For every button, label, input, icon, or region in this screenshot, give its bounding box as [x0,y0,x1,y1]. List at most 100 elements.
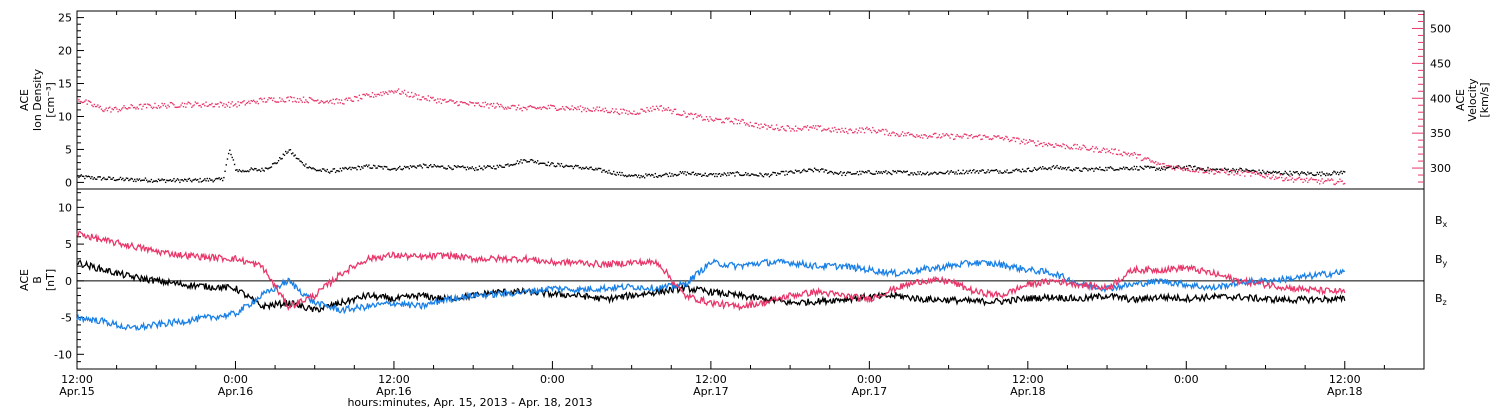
data-point [794,169,797,171]
data-point [342,102,344,105]
data-point [302,164,305,166]
data-point [1138,169,1140,171]
data-point [954,173,956,175]
data-point [755,174,758,176]
data-point [740,120,742,123]
data-point [1303,171,1305,174]
data-point [869,172,872,174]
data-point [358,94,361,97]
top-panel-frame [76,10,1425,190]
data-point [825,129,828,131]
data-point [689,173,691,175]
data-point [571,165,573,168]
data-point [1208,170,1210,172]
data-point [929,173,931,175]
data-point [611,108,614,110]
data-point [956,133,958,136]
data-point [645,173,647,175]
data-point [1074,143,1076,146]
data-point [365,164,368,166]
data-point [445,168,447,170]
data-point [527,161,529,163]
data-point [1112,168,1114,170]
data-point [982,169,985,172]
data-point [591,110,594,112]
data-point [828,171,830,174]
data-point [218,106,220,108]
data-point [363,93,365,96]
data-point [219,178,222,181]
data-point [305,99,307,101]
data-point [484,101,487,104]
data-point [664,109,666,111]
data-point [361,98,363,100]
data-point [986,136,988,138]
data-point [1292,181,1295,183]
data-point [706,175,709,177]
data-point [957,135,960,137]
data-point [496,164,498,167]
data-point [491,105,494,107]
data-point [880,171,882,173]
data-point [1109,166,1112,168]
data-point [420,165,422,167]
data-point [679,114,681,116]
data-point [926,171,929,173]
data-point [1258,169,1260,171]
data-point [361,166,363,168]
data-point [156,107,159,109]
data-point [594,110,596,112]
data-point [175,179,178,182]
data-point [552,162,554,165]
data-point [917,171,919,173]
data-point [933,132,936,135]
data-point [138,104,141,106]
data-point [671,112,673,115]
data-point [1147,157,1150,160]
data-point [642,175,645,177]
data-point [1203,169,1206,172]
data-point [390,168,393,171]
data-point [711,119,714,121]
data-point [435,102,438,104]
data-point [429,96,432,99]
data-point [1341,172,1343,175]
data-point [702,119,704,121]
data-point [1311,178,1314,181]
data-point [382,91,384,93]
data-point [1196,167,1198,169]
data-point [1222,169,1225,171]
data-point [892,131,894,133]
data-point [283,154,286,156]
data-point [396,168,399,170]
data-point [560,108,563,110]
data-point [935,172,937,174]
data-point [1097,151,1100,153]
data-point [338,99,340,101]
data-point [765,124,767,127]
top-left-axis-title-line: ACE [18,89,31,111]
data-point [831,171,834,174]
data-point [301,161,304,164]
data-point [440,165,443,167]
data-point [115,179,117,182]
data-point [1024,143,1026,145]
data-point [1189,170,1191,173]
data-point [988,138,991,140]
data-point [1336,180,1339,183]
data-point [993,169,995,172]
data-point [733,123,735,125]
data-point [1159,163,1162,165]
data-point [885,128,887,131]
data-point [1260,172,1263,174]
data-point [90,177,92,180]
data-point [870,131,873,134]
data-point [1261,175,1264,178]
data-point [1264,172,1266,175]
data-point [1315,178,1317,181]
x-tick-time-label: 12:00 [61,373,93,386]
data-point [895,172,898,174]
data-point [456,166,458,169]
data-point [317,99,319,101]
data-point [794,125,797,127]
